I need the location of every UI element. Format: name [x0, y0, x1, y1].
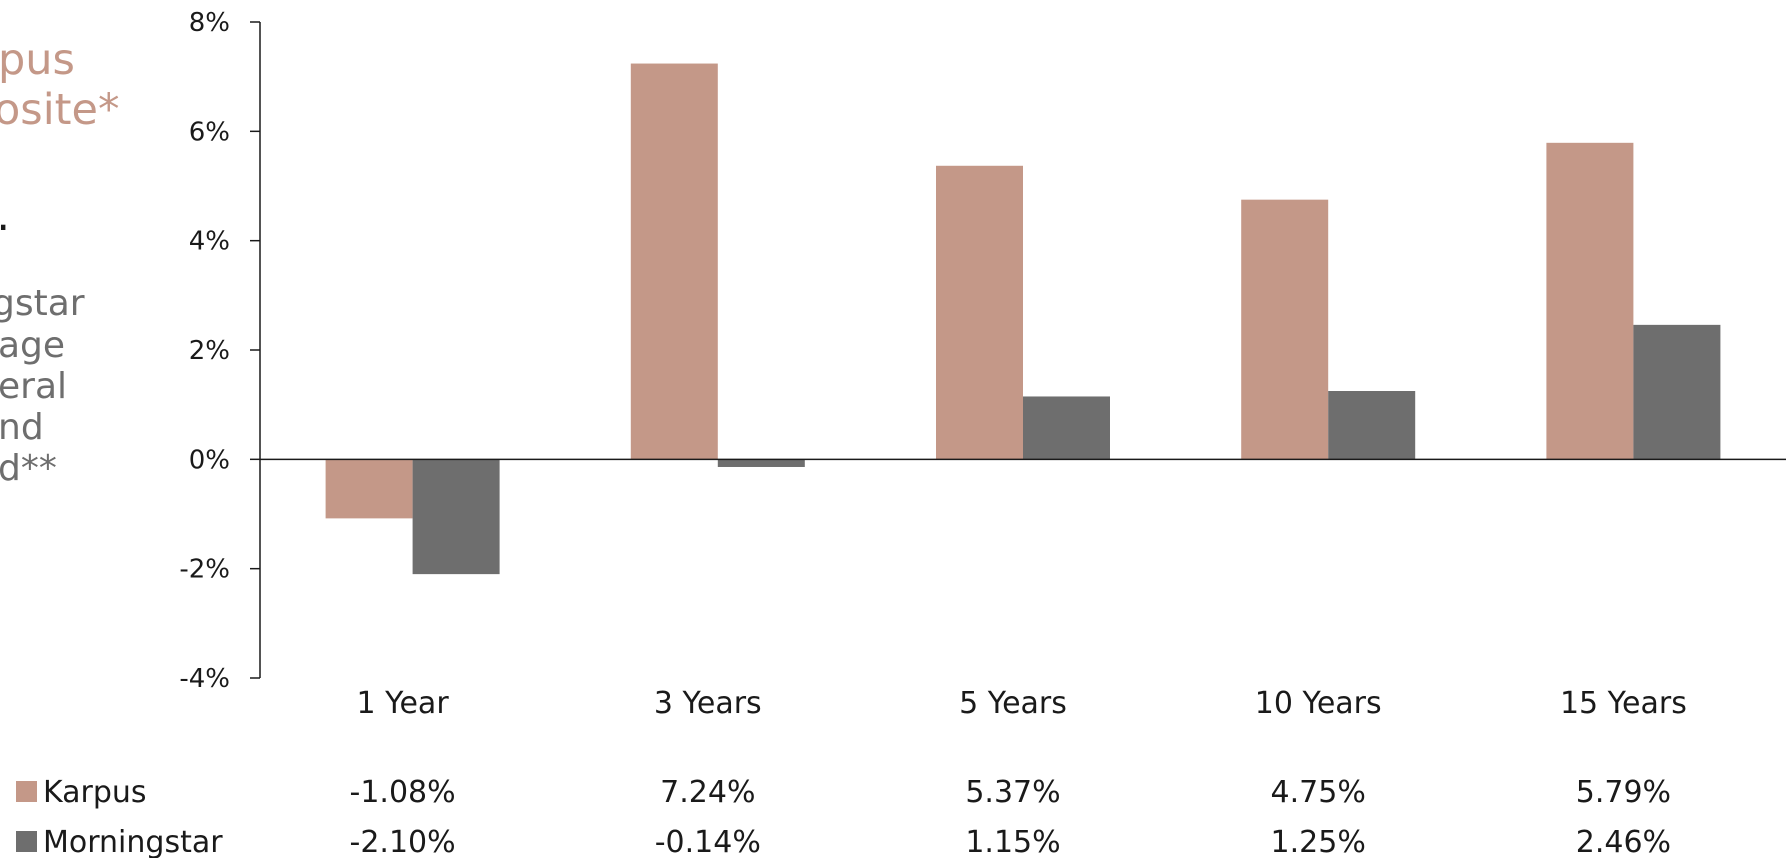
data-table-value: 1.15%	[965, 825, 1060, 858]
data-table-value: -0.14%	[655, 825, 761, 858]
bar-morningstar-3-years	[717, 459, 805, 467]
axes-layer	[250, 21, 1786, 679]
subtitle-fragment-3: eral	[0, 366, 68, 407]
bar-morningstar-1-year	[412, 459, 500, 575]
subtitle-fragment-1: gstar	[0, 283, 85, 324]
body-fragment: s.	[0, 192, 10, 240]
legend-label-karpus: Karpus	[43, 775, 147, 810]
bar-karpus-5-years	[936, 165, 1023, 460]
y-tick-label: -4%	[179, 664, 230, 694]
y-tick-label: -2%	[179, 555, 230, 585]
data-table-value: 5.79%	[1576, 775, 1671, 810]
title-fragment-1: pus	[0, 35, 75, 85]
bar-morningstar-15-years	[1633, 324, 1721, 460]
legend-label-morningstar: Morningstar	[43, 825, 223, 858]
data-table-value: -2.10%	[350, 825, 456, 858]
bar-karpus-3-years	[630, 63, 718, 460]
subtitle-fragment-2: age	[0, 325, 66, 366]
x-category-label: 1 Year	[357, 686, 450, 721]
data-table-value: 4.75%	[1271, 775, 1366, 810]
x-category-label: 5 Years	[959, 686, 1067, 721]
y-tick-label: 0%	[189, 445, 230, 475]
data-table-value: 7.24%	[660, 775, 755, 810]
bar-karpus-10-years	[1241, 199, 1329, 460]
title-fragment-2: osite*	[0, 85, 120, 135]
legend-swatch-morningstar	[16, 831, 37, 852]
x-category-label: 10 Years	[1255, 686, 1382, 721]
bar-karpus-1-year	[325, 459, 413, 519]
bars-layer	[325, 63, 1721, 575]
data-table-value: 5.37%	[965, 775, 1060, 810]
legend-swatch-karpus	[16, 781, 37, 802]
y-tick-label: 4%	[189, 227, 230, 257]
data-table-value: 1.25%	[1271, 825, 1366, 858]
y-tick-label: 6%	[189, 117, 230, 147]
left-text-panel: pus osite* s. gstar age eral nd d**	[0, 0, 160, 600]
labels-layer: -4% -2% 0% 2% 4% 6% 8% 1 Year 3 Years 5 Years 10 Y…	[179, 8, 1686, 721]
subtitle-fragment-4: nd	[0, 407, 44, 448]
x-category-label: 15 Years	[1560, 686, 1687, 721]
data-table: Karpus -1.08% 7.24% 5.37% 4.75% 5.79% Mornings…	[16, 775, 1671, 858]
bar-morningstar-10-years	[1328, 391, 1416, 460]
y-tick-label: 2%	[189, 336, 230, 366]
y-tick-label: 8%	[189, 8, 230, 38]
subtitle-fragment-5: d**	[0, 448, 57, 489]
bar-morningstar-5-years	[1023, 396, 1110, 460]
x-category-label: 3 Years	[654, 686, 762, 721]
data-table-value: -1.08%	[350, 775, 456, 810]
data-table-value: 2.46%	[1576, 825, 1671, 858]
bar-karpus-15-years	[1546, 142, 1634, 460]
